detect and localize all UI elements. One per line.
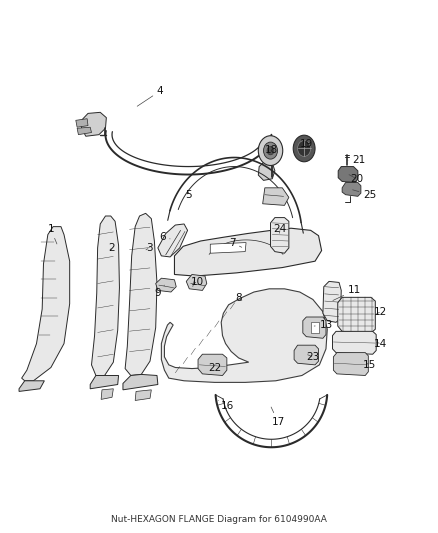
Text: 4: 4 (137, 86, 163, 106)
Text: 11: 11 (333, 286, 361, 301)
Text: 13: 13 (314, 320, 332, 330)
Polygon shape (263, 188, 289, 205)
Polygon shape (19, 381, 44, 391)
Polygon shape (294, 345, 318, 365)
Text: 17: 17 (271, 407, 285, 427)
Circle shape (264, 142, 278, 159)
Text: 10: 10 (191, 278, 204, 287)
Polygon shape (92, 216, 120, 375)
Polygon shape (198, 354, 227, 375)
Text: 19: 19 (300, 139, 313, 149)
Polygon shape (271, 217, 289, 253)
Text: 14: 14 (374, 338, 387, 349)
Circle shape (297, 141, 311, 157)
Text: 9: 9 (155, 285, 164, 298)
Polygon shape (135, 390, 151, 400)
Text: 5: 5 (185, 190, 192, 200)
Polygon shape (81, 112, 106, 136)
Polygon shape (338, 166, 358, 182)
Text: 6: 6 (159, 232, 170, 243)
Text: 2: 2 (109, 243, 115, 253)
Polygon shape (101, 389, 113, 399)
Text: 7: 7 (229, 238, 242, 247)
Circle shape (258, 136, 283, 165)
Circle shape (293, 135, 315, 162)
Polygon shape (158, 224, 187, 257)
Polygon shape (332, 332, 376, 354)
Text: 20: 20 (349, 174, 363, 184)
Polygon shape (258, 161, 275, 180)
Polygon shape (76, 119, 88, 127)
Polygon shape (210, 243, 246, 253)
Text: 22: 22 (208, 362, 221, 373)
Polygon shape (342, 182, 361, 196)
Polygon shape (311, 322, 318, 333)
Text: 16: 16 (218, 400, 234, 411)
Polygon shape (90, 375, 119, 389)
Polygon shape (338, 297, 375, 333)
Text: 15: 15 (363, 360, 376, 370)
Text: 18: 18 (265, 144, 278, 155)
Polygon shape (174, 228, 321, 276)
Text: 1: 1 (48, 224, 57, 244)
Polygon shape (21, 227, 70, 381)
Polygon shape (323, 281, 341, 322)
Text: 3: 3 (146, 243, 152, 253)
Polygon shape (186, 274, 207, 290)
Text: 23: 23 (306, 352, 319, 362)
Polygon shape (77, 127, 92, 135)
Polygon shape (303, 317, 326, 338)
Text: 12: 12 (374, 306, 387, 317)
Text: 24: 24 (273, 224, 287, 235)
Text: 25: 25 (353, 190, 376, 200)
Polygon shape (155, 278, 176, 292)
Polygon shape (333, 353, 368, 375)
Polygon shape (123, 374, 158, 390)
Text: 8: 8 (235, 293, 242, 303)
Polygon shape (125, 213, 157, 375)
Polygon shape (161, 289, 327, 382)
Text: 21: 21 (347, 155, 365, 165)
Circle shape (267, 147, 274, 155)
Text: Nut-HEXAGON FLANGE Diagram for 6104990AA: Nut-HEXAGON FLANGE Diagram for 6104990AA (111, 514, 327, 523)
